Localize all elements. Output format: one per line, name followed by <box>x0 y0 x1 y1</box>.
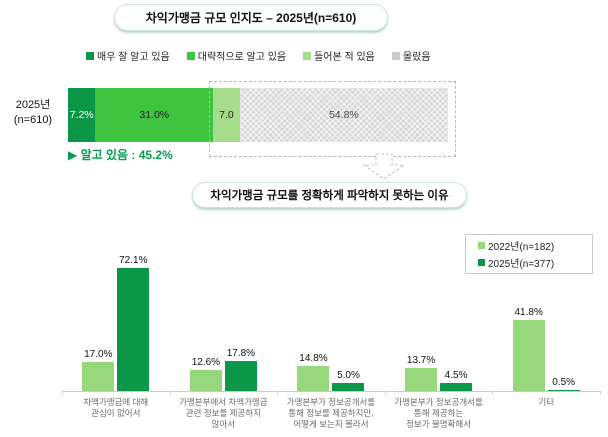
stacked-segment: 7.0 <box>213 88 240 142</box>
legend-swatch-icon <box>478 242 485 249</box>
bar <box>547 389 580 391</box>
bar <box>297 365 330 391</box>
bar <box>117 268 150 391</box>
bar <box>189 369 222 391</box>
legend-label: 대략적으로 알고 있음 <box>197 52 287 63</box>
bar-group: 12.6% 17.8% <box>170 248 278 391</box>
awareness-stacked-bar: 7.2% 31.0% 7.0 54.8% <box>68 88 448 142</box>
category-label: 가맹본부가 정보공개서를 통해 정보를 제공하지만, 어떻게 보는지 몰라서 <box>286 397 376 430</box>
legend-swatch-icon <box>391 51 400 60</box>
legend-label: 몰랐음 <box>402 52 431 63</box>
legend-swatch-icon <box>186 51 195 60</box>
legend-item: 매우 잘 알고 있음 <box>86 48 170 63</box>
awareness-title: 차익가맹금 규모 인지도 – 2025년(n=610) <box>145 11 357 25</box>
aware-total-note: ▶ 알고 있음 : 45.2% <box>68 148 173 162</box>
category-label: 가맹본부가 정보공개서를 통해 제공하는 정보가 불명확해서 <box>394 397 483 430</box>
awareness-title-pill: 차익가맹금 규모 인지도 – 2025년(n=610) <box>114 4 388 31</box>
reasons-axis-ticks <box>62 391 601 395</box>
bar-with-label: 17.0% <box>82 349 115 391</box>
bar-with-label: 5.0% <box>332 369 365 391</box>
dashed-down-arrow-icon <box>362 153 406 180</box>
bar <box>224 360 257 391</box>
bar-with-label: 0.5% <box>547 376 580 391</box>
stacked-bar-row-label: 2025년 (n=610) <box>13 99 53 126</box>
axis-tick <box>277 391 279 395</box>
axis-tick <box>384 391 386 395</box>
legend-item: 들어본 적 있음 <box>303 48 375 63</box>
legend-item: 몰랐음 <box>391 48 431 63</box>
stacked-segment: 7.2% <box>68 88 96 142</box>
category-label: 가맹본부에서 차액가맹금 관련 정보를 제공하지 않아서 <box>179 397 268 430</box>
reasons-legend: 2022년(n=182) 2025년(n=377) <box>465 234 593 274</box>
bar-with-label: 14.8% <box>297 352 330 391</box>
bar <box>82 362 115 391</box>
bar-with-label: 12.6% <box>189 356 222 391</box>
legend-label: 2022년(n=182) <box>488 242 555 253</box>
bar-value-label: 4.5% <box>444 370 468 382</box>
stacked-segment: 31.0% <box>95 88 214 142</box>
bar-with-label: 4.5% <box>440 370 473 391</box>
bar <box>332 382 365 391</box>
bar-group: 14.8% 5.0% <box>277 248 385 391</box>
reasons-chart-categories: 차액가맹금에 대해 관심이 없어서 가맹본부에서 차액가맹금 관련 정보를 제공하… <box>62 397 600 430</box>
reasons-title-pill: 차익가맹금 규모를 정확하게 파악하지 못하는 이유 <box>192 182 467 208</box>
legend-swatch-icon <box>303 51 312 60</box>
legend-item: 2022년(n=182) <box>478 238 588 253</box>
bar-value-label: 41.8% <box>514 306 543 318</box>
category-label: 기타 <box>538 397 554 407</box>
axis-tick <box>600 391 601 395</box>
bar-with-label: 41.8% <box>512 306 545 391</box>
bar-with-label: 72.1% <box>117 255 150 391</box>
category-label: 차액가맹금에 대해 관심이 없어서 <box>83 397 149 419</box>
bar <box>405 367 438 391</box>
legend-swatch-icon <box>478 259 485 266</box>
bar-group: 13.7% 4.5% <box>385 248 493 391</box>
bar-value-label: 14.8% <box>299 352 328 364</box>
axis-tick <box>169 391 171 395</box>
bar-group: 41.8% 0.5% <box>492 248 600 391</box>
bar <box>440 383 473 391</box>
bar <box>512 319 545 391</box>
stacked-segment: 54.8% <box>239 88 448 142</box>
bar-value-label: 12.6% <box>191 356 221 368</box>
bar-value-label: 5.0% <box>337 369 360 381</box>
awareness-legend: 매우 잘 알고 있음 대략적으로 알고 있음 들어본 적 있음 몰랐음 <box>86 48 430 63</box>
legend-label: 들어본 적 있음 <box>314 52 375 63</box>
legend-label: 매우 잘 알고 있음 <box>97 52 170 63</box>
axis-tick <box>492 391 494 395</box>
bar-value-label: 17.8% <box>226 347 256 359</box>
reasons-chart-groups: 17.0% 72.1% 12.6% 17.8% 14.8% 5.0% 13.7% 4.5% 41… <box>62 248 600 392</box>
legend-label: 2025년(n=377) <box>488 259 555 270</box>
bar-with-label: 17.8% <box>224 347 257 391</box>
axis-tick <box>62 391 63 395</box>
bar-group: 17.0% 72.1% <box>62 248 170 391</box>
legend-swatch-icon <box>86 51 94 60</box>
bar-value-label: 72.1% <box>119 255 148 267</box>
bar-value-label: 17.0% <box>84 349 113 361</box>
reasons-title: 차익가맹금 규모를 정확하게 파악하지 못하는 이유 <box>210 190 449 202</box>
legend-item: 2025년(n=377) <box>478 255 588 270</box>
legend-item: 대략적으로 알고 있음 <box>186 48 287 63</box>
bar-value-label: 13.7% <box>406 354 436 366</box>
bar-value-label: 0.5% <box>552 376 576 388</box>
bar-with-label: 13.7% <box>405 354 438 391</box>
